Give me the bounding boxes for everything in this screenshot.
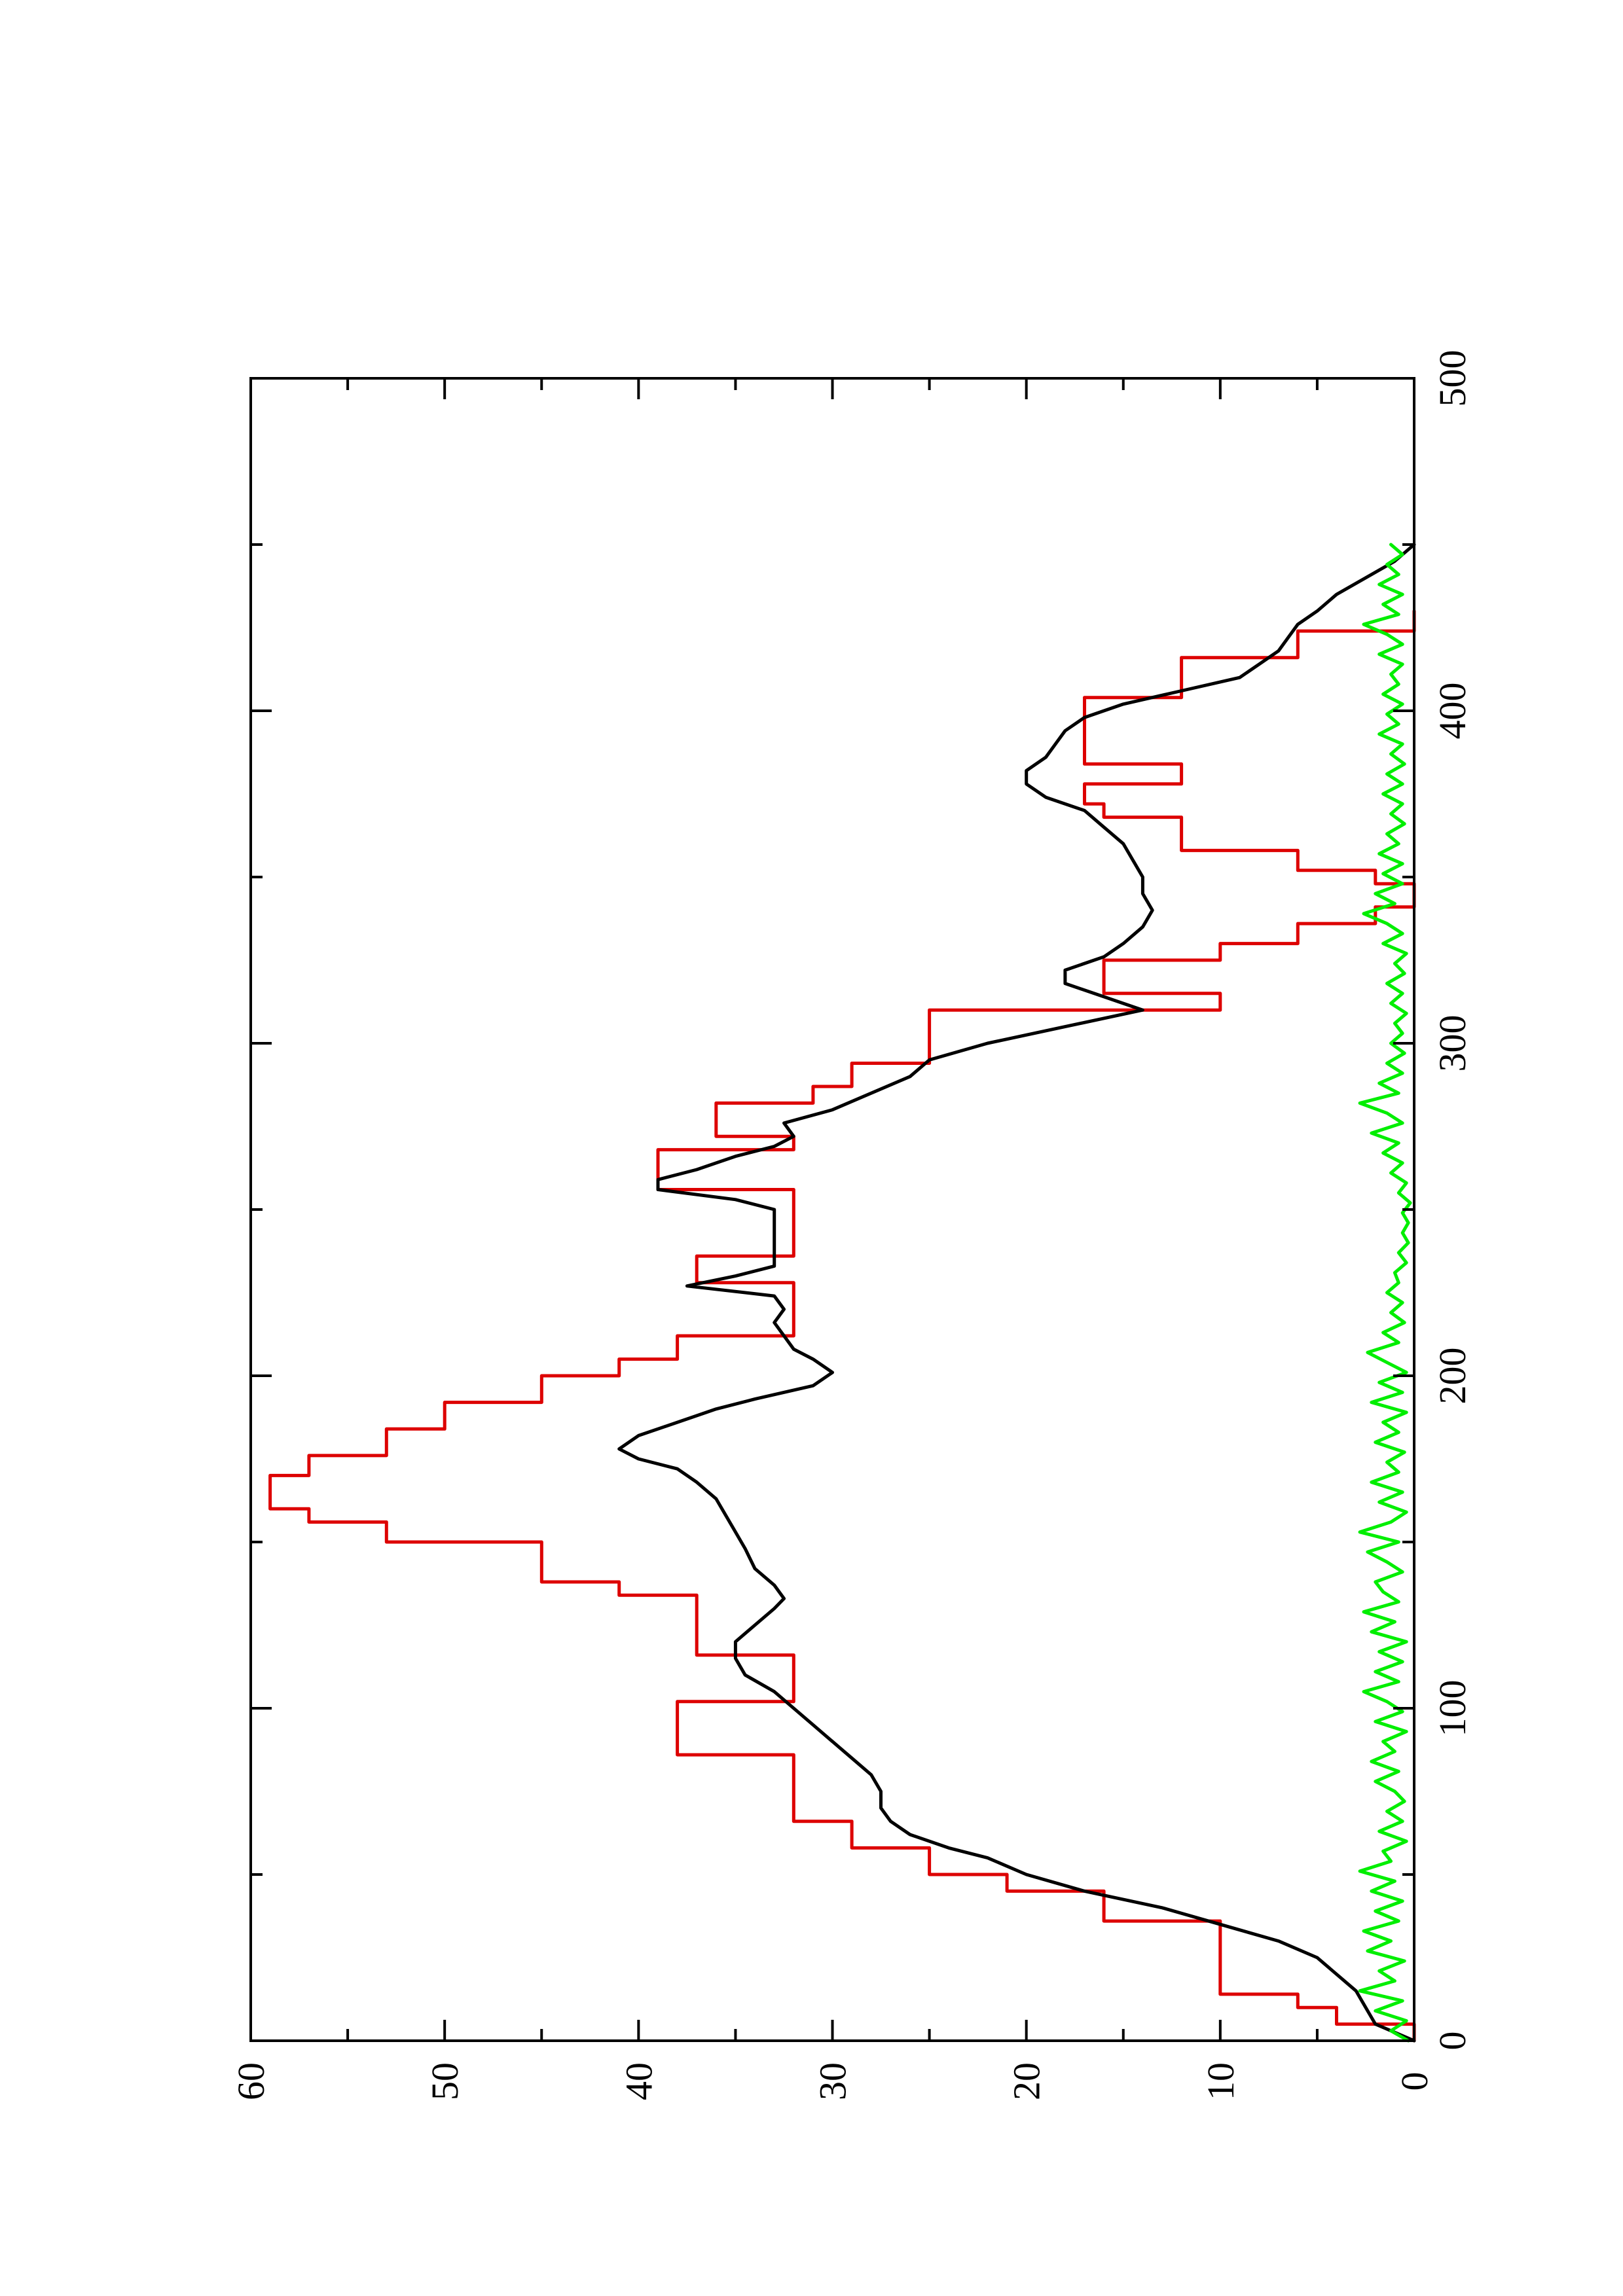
axis-frame [249,377,1415,2042]
y-tick-label: 20 [1006,2062,1048,2100]
x-tick-label: 500 [1431,350,1474,407]
series-line-2 [617,543,1416,2043]
y-tick-label: 10 [1199,2062,1242,2100]
x-tick-label: 300 [1431,1015,1474,1072]
x-tick-label: 400 [1431,683,1474,740]
series-layer [268,543,1416,2043]
x-tick-label: 0 [1431,2032,1474,2051]
plot-area: 0 100 200 300 400 500 0 10 20 30 40 50 60 [230,350,1474,2101]
y-tick-label: 60 [230,2062,272,2100]
tick-labels-layer: 0 100 200 300 400 500 0 10 20 30 40 50 60 [230,350,1474,2101]
y-tick-label: 50 [424,2062,466,2100]
x-tick-label: 200 [1431,1348,1474,1405]
y-tick-label: 30 [812,2062,854,2100]
x-tick-label: 100 [1431,1680,1474,1737]
ticks-layer [249,377,1415,2042]
y-tick-label: 0 [1393,2072,1436,2091]
series-line-1 [268,609,1416,2043]
series-line-3 [1358,543,1412,2043]
y-tick-label: 40 [617,2062,660,2100]
